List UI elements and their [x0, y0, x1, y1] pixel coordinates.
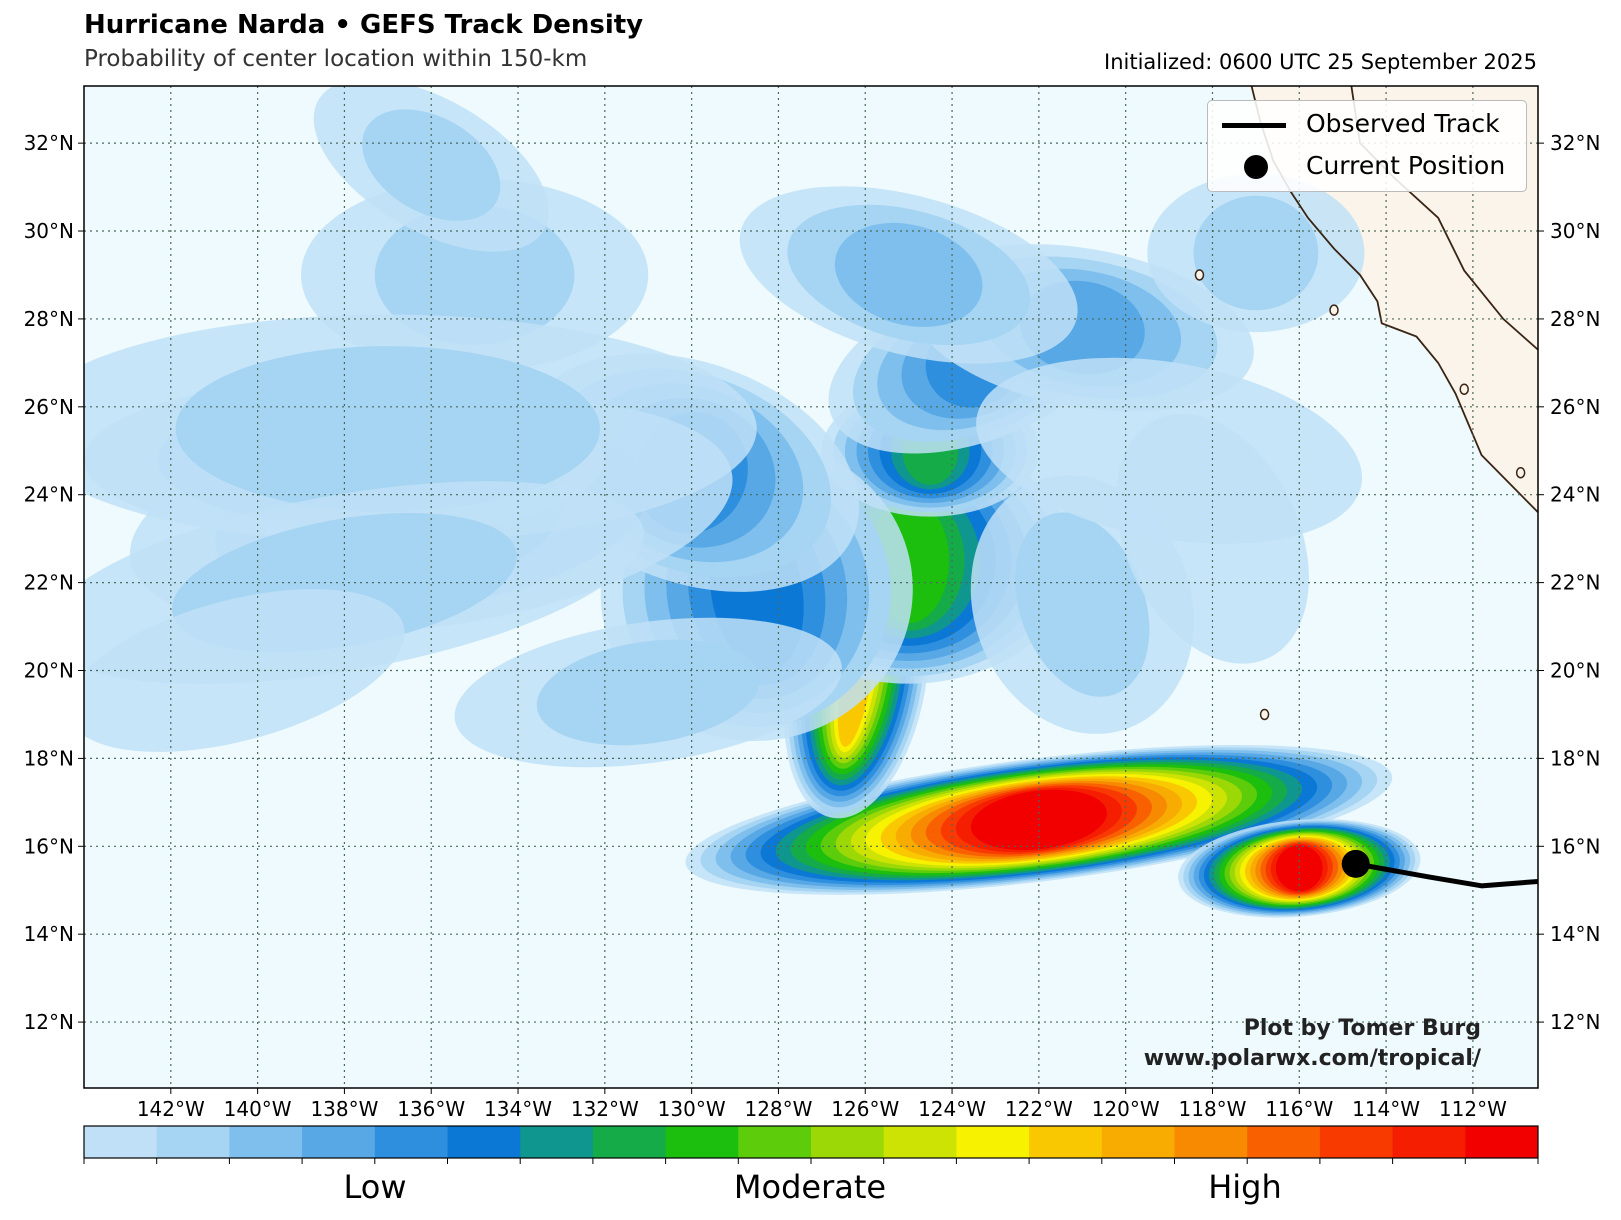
latitude-tick-label-right: 30°N: [1550, 219, 1600, 243]
colorbar-segment: [883, 1126, 957, 1158]
observed-track-line-icon: [1222, 123, 1286, 128]
colorbar-segment: [447, 1126, 521, 1158]
latitude-tick-label-left: 24°N: [24, 483, 74, 507]
longitude-tick-label: 136°W: [397, 1097, 465, 1121]
colorbar-label-high: High: [1208, 1168, 1282, 1206]
legend-current-position: Current Position: [1208, 147, 1526, 185]
colorbar-segment: [738, 1126, 812, 1158]
colorbar-segment: [84, 1126, 158, 1158]
latitude-tick-label-left: 20°N: [24, 659, 74, 683]
latitude-tick-label-left: 22°N: [24, 571, 74, 595]
island: [1459, 383, 1469, 395]
island: [1515, 466, 1526, 479]
longitude-tick-label: 120°W: [1092, 1097, 1160, 1121]
colorbar-segment: [374, 1126, 448, 1158]
colorbar-segment: [302, 1126, 376, 1158]
colorbar-segment: [956, 1126, 1030, 1158]
colorbar-segment: [1029, 1126, 1103, 1158]
density-contour: [1275, 845, 1323, 892]
density-contour: [834, 222, 983, 328]
longitude-tick-label: 134°W: [484, 1097, 552, 1121]
longitude-tick-label: 140°W: [224, 1097, 292, 1121]
legend-observed-track-label: Observed Track: [1306, 109, 1500, 138]
latitude-tick-label-right: 24°N: [1550, 483, 1600, 507]
map-legend: Observed Track Current Position: [1207, 100, 1527, 192]
credit-website: www.polarwx.com/tropical/: [1143, 1046, 1481, 1071]
colorbar-segment: [592, 1126, 667, 1158]
longitude-tick-label: 138°W: [310, 1097, 378, 1121]
latitude-tick-label-left: 14°N: [24, 922, 74, 946]
longitude-tick-label: 130°W: [658, 1097, 726, 1121]
longitude-tick-label: 112°W: [1439, 1097, 1507, 1121]
current-position-dot-icon: [1244, 155, 1268, 179]
colorbar-segment: [811, 1126, 885, 1158]
latitude-tick-label-right: 18°N: [1550, 746, 1600, 770]
latitude-tick-label-left: 18°N: [24, 746, 74, 770]
density-contour: [1193, 195, 1319, 311]
latitude-tick-label-left: 16°N: [24, 834, 74, 858]
initialized-time: Initialized: 0600 UTC 25 September 2025: [1104, 50, 1537, 74]
longitude-tick-label: 118°W: [1179, 1097, 1247, 1121]
latitude-tick-label-right: 22°N: [1550, 571, 1600, 595]
island: [1329, 304, 1339, 316]
latitude-tick-label-left: 28°N: [24, 307, 74, 331]
colorbar-segment: [1465, 1126, 1539, 1158]
density-contour: [1015, 512, 1150, 697]
colorbar-segment: [520, 1126, 594, 1158]
latitude-tick-label-left: 32°N: [24, 131, 74, 155]
longitude-tick-label: 142°W: [137, 1097, 205, 1121]
latitude-tick-label-right: 14°N: [1550, 922, 1600, 946]
latitude-tick-label-left: 30°N: [24, 219, 74, 243]
legend-current-position-label: Current Position: [1306, 151, 1506, 180]
latitude-tick-label-right: 32°N: [1550, 131, 1600, 155]
island: [1194, 269, 1205, 281]
longitude-tick-label: 124°W: [918, 1097, 986, 1121]
latitude-tick-label-right: 12°N: [1550, 1010, 1600, 1034]
colorbar-label-low: Low: [343, 1168, 407, 1206]
density-contour: [536, 639, 760, 746]
credit-author: Plot by Tomer Burg: [1243, 1016, 1481, 1041]
map-frame: [83, 85, 1539, 1089]
longitude-tick-label: 116°W: [1265, 1097, 1333, 1121]
colorbar-segment: [1174, 1126, 1248, 1158]
longitude-tick-label: 122°W: [1005, 1097, 1073, 1121]
chart-title: Hurricane Narda • GEFS Track Density: [84, 10, 644, 40]
colorbar-segment: [229, 1126, 303, 1158]
longitude-tick-label: 128°W: [744, 1097, 812, 1121]
island: [1259, 708, 1270, 721]
map-plot-area: [84, 86, 1538, 1088]
observed-track-line: [1355, 861, 1538, 889]
latitude-tick-label-left: 12°N: [24, 1010, 74, 1034]
density-contour: [175, 346, 600, 512]
chart-subtitle: Probability of center location within 15…: [84, 46, 588, 72]
latitude-tick-label-left: 26°N: [24, 395, 74, 419]
current-position-marker: [1341, 849, 1370, 878]
legend-observed-track: Observed Track: [1208, 105, 1526, 143]
latitude-tick-label-right: 16°N: [1550, 834, 1600, 858]
latitude-tick-label-right: 20°N: [1550, 659, 1600, 683]
colorbar-label-moderate: Moderate: [733, 1168, 887, 1206]
colorbar-segment: [1101, 1126, 1175, 1158]
colorbar-segment: [156, 1126, 230, 1158]
colorbar-segment: [665, 1126, 739, 1158]
longitude-tick-label: 126°W: [831, 1097, 899, 1121]
colorbar-segment: [1319, 1126, 1394, 1158]
colorbar-segment: [1392, 1126, 1466, 1158]
longitude-tick-label: 132°W: [571, 1097, 639, 1121]
latitude-tick-label-right: 28°N: [1550, 307, 1600, 331]
colorbar-segment: [1247, 1126, 1321, 1158]
longitude-tick-label: 114°W: [1352, 1097, 1420, 1121]
latitude-tick-label-right: 26°N: [1550, 395, 1600, 419]
density-contour: [976, 357, 1363, 544]
